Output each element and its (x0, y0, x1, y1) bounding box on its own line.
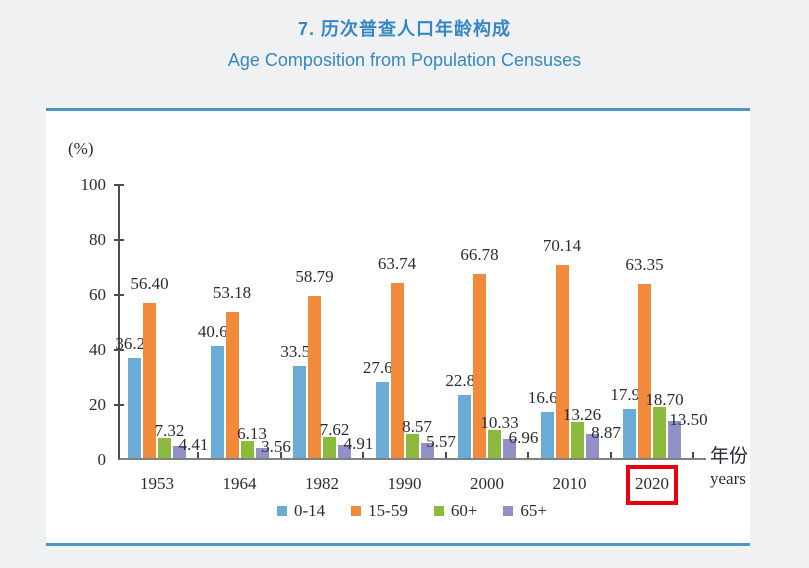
legend-item-0-14: 0-14 (276, 501, 326, 521)
chart-legend: 0-14 15-59 60+ 65+ (118, 501, 706, 521)
y-axis-unit-label: (%) (68, 139, 94, 158)
bar-65+-2000 (503, 438, 516, 458)
bar-65+-1982 (338, 444, 351, 458)
value-label-65+-2000: 6.96 (508, 427, 539, 447)
y-axis-tick-label-80: 80 (89, 230, 106, 249)
x-axis-tick-7 (692, 452, 695, 458)
bar-chart-plot-area: 0 20 40 60 80 100 36.28 56.40 7.32 4.41 1953 40.69 5… (81, 175, 708, 505)
x-axis-title-chinese: 年份 (710, 446, 749, 467)
bar-15-59-1953 (143, 302, 156, 458)
value-label-60+-2010: 13.26 (562, 404, 602, 424)
x-tick-label-1953: 1953 (140, 474, 174, 493)
bar-15-59-1982 (308, 296, 321, 458)
legend-item-65+: 65+ (503, 501, 547, 521)
x-tick-label-2020: 2020 (635, 474, 669, 493)
value-label-65+-2010: 8.87 (591, 422, 621, 442)
value-label-65+-1982: 4.91 (343, 433, 374, 453)
value-label-65+-1990: 5.57 (426, 431, 456, 451)
y-axis-tick-label-20: 20 (89, 395, 106, 414)
bar-65+-1990 (420, 442, 434, 458)
bar-0-14-2000 (458, 395, 471, 458)
value-label-65+-2020: 13.50 (669, 409, 708, 429)
highlight-box-2020 (626, 465, 678, 505)
x-axis-title-english: years (710, 469, 746, 488)
x-axis-tick-6 (609, 452, 612, 458)
bar-60+-2020 (653, 406, 666, 458)
bar-15-59-2010 (555, 265, 569, 458)
bar-0-14-1953 (128, 358, 141, 458)
bar-15-59-2020 (638, 283, 651, 458)
x-tick-label-1982: 1982 (305, 474, 339, 493)
value-label-15-59-1990: 63.74 (377, 253, 417, 273)
legend-swatch-0-14 (276, 506, 287, 516)
value-label-15-59-1964: 53.18 (212, 282, 252, 302)
bar-60+-1990 (405, 434, 419, 458)
value-label-15-59-2000: 66.78 (460, 245, 499, 265)
legend-item-60+: 60+ (433, 501, 478, 521)
bar-60+-1964 (240, 441, 254, 458)
x-axis-tick-5 (527, 452, 530, 458)
value-label-60+-1964: 6.13 (237, 424, 267, 444)
y-axis-tick-40 (114, 349, 124, 351)
bar-60+-2000 (488, 429, 501, 458)
bar-60+-1953 (158, 437, 171, 458)
value-label-60+-1982: 7.62 (319, 420, 350, 440)
y-axis-tick-label-100: 100 (80, 175, 107, 194)
value-label-65+-1953: 4.41 (178, 434, 209, 454)
y-axis-tick-100 (114, 184, 124, 186)
bar-60+-1982 (323, 437, 336, 458)
bar-0-14-1964 (210, 346, 224, 458)
x-tick-label-1964: 1964 (222, 474, 257, 493)
legend-swatch-15-59 (351, 506, 362, 516)
bar-60+-2010 (570, 421, 584, 458)
y-axis-tick-80 (114, 239, 124, 241)
x-axis-title: 年份 years (710, 445, 790, 490)
x-axis-tick-1 (197, 452, 200, 458)
bar-65+-2020 (668, 420, 681, 458)
legend-label-0-14: 0-14 (293, 501, 326, 520)
x-axis-tick-2 (279, 452, 282, 458)
bar-65+-1964 (255, 448, 269, 458)
x-tick-label-2010: 2010 (552, 474, 587, 493)
chart-card: (%) 0 20 40 60 80 100 36.28 56.40 7.32 4.41 1953 40… (46, 108, 750, 546)
chart-title-english: Age Composition from Population Censuses (227, 50, 582, 70)
y-axis-tick-label-60: 60 (89, 285, 106, 304)
legend-swatch-65+ (503, 506, 514, 516)
value-label-60+-2020: 18.70 (645, 389, 684, 409)
bar-65+-1953 (173, 445, 186, 458)
legend-swatch-60+ (433, 506, 444, 516)
bar-15-59-2000 (473, 274, 486, 458)
value-label-15-59-1953: 56.40 (130, 273, 169, 293)
value-label-15-59-2020: 63.35 (625, 254, 664, 274)
bar-15-59-1964 (225, 311, 239, 458)
value-label-15-59-2010: 70.14 (542, 236, 582, 256)
value-label-15-59-1982: 58.79 (295, 267, 334, 287)
y-axis-tick-label-0: 0 (97, 450, 107, 469)
bar-0-14-1982 (293, 365, 306, 458)
legend-item-15-59: 15-59 (351, 501, 408, 521)
x-axis-tick-3 (362, 452, 365, 458)
bar-0-14-2010 (540, 412, 554, 458)
legend-label-15-59: 15-59 (368, 501, 408, 520)
y-axis-tick-20 (114, 404, 124, 406)
chart-title-chinese: 7. 历次普查人口年龄构成 (297, 19, 511, 39)
value-label-60+-2000: 10.33 (480, 412, 519, 432)
value-label-60+-1990: 8.57 (402, 417, 432, 437)
x-tick-label-2000: 2000 (470, 474, 504, 493)
bar-0-14-1990 (375, 381, 389, 458)
value-label-65+-1964: 3.56 (261, 437, 291, 457)
y-axis-tick-label-40: 40 (89, 340, 106, 359)
x-tick-label-1990: 1990 (387, 474, 422, 493)
legend-label-65+: 65+ (520, 501, 548, 520)
value-label-60+-1953: 7.32 (154, 420, 185, 440)
y-axis-tick-60 (114, 294, 124, 296)
bar-0-14-2020 (623, 408, 636, 458)
legend-label-60+: 60+ (450, 501, 478, 520)
bar-15-59-1990 (390, 282, 404, 458)
bar-65+-2010 (585, 433, 599, 458)
x-axis-tick-4 (444, 452, 447, 458)
